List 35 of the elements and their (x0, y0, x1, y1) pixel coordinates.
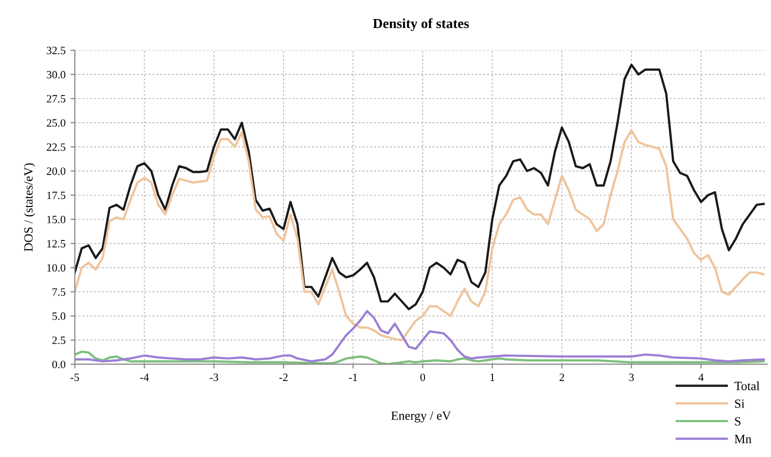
x-tick-label: -1 (348, 374, 358, 381)
y-tick-label: 22.5 (46, 143, 66, 151)
y-tick-label: 12.5 (47, 240, 66, 248)
y-tick-label: 20.0 (46, 167, 66, 176)
y-tick-label: 30.0 (46, 70, 66, 78)
y-axis-title: DOS / (states/eV) (24, 163, 36, 252)
y-tick-label: 15.0 (47, 216, 66, 224)
x-tick-label: -2 (279, 374, 288, 381)
y-tick-label: 27.5 (46, 95, 66, 103)
line-series (74, 350, 765, 364)
line-series (74, 64, 765, 310)
y-tick-label: 32.5 (46, 46, 66, 54)
x-tick-label: -4 (140, 374, 149, 381)
y-tick-label: 5.0 (52, 312, 66, 320)
y-tick-label: 2.5 (52, 336, 66, 344)
y-tick-label: 0.0 (52, 360, 66, 368)
x-tick-label: 1 (490, 374, 494, 381)
legend-label: Total (734, 381, 760, 390)
y-tick-label: 7.5 (52, 288, 66, 296)
x-axis-title: Energy / eV (391, 412, 451, 422)
line-series (74, 310, 765, 362)
x-tick-label: -3 (210, 374, 218, 382)
legend-label: S (735, 417, 740, 426)
line-series (74, 129, 765, 342)
x-tick-label: 0 (420, 374, 426, 382)
x-tick-label: 2 (560, 374, 564, 381)
y-tick-label: 25.0 (46, 119, 66, 127)
x-tick-label: 4 (698, 374, 704, 381)
x-tick-label: -5 (70, 374, 79, 382)
chart-title: Density of states (372, 18, 469, 32)
legend-label: Mn (734, 434, 752, 444)
legend-label: Si (735, 399, 744, 408)
x-tick-label: 3 (629, 374, 634, 382)
y-tick-label: 10.0 (47, 264, 66, 272)
y-tick-label: 17.5 (47, 192, 66, 200)
